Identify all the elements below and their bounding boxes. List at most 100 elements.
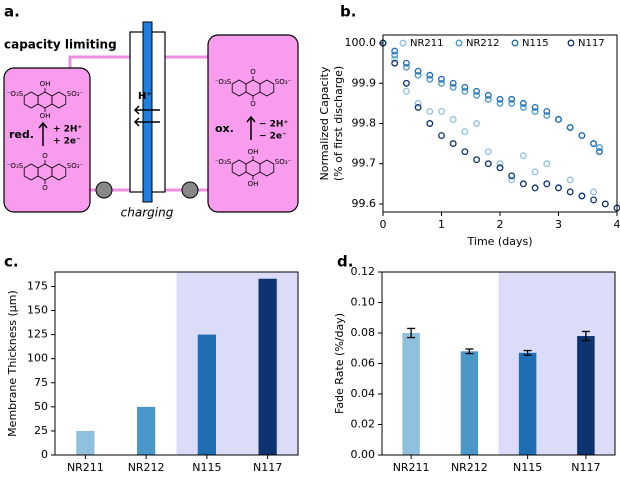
point [414, 71, 422, 79]
y-tick-label: 0.04 [351, 387, 376, 400]
point [508, 95, 516, 103]
atom-label: OH [248, 180, 259, 188]
point [590, 140, 598, 148]
legend-marker [567, 39, 575, 47]
point [484, 95, 492, 103]
point [596, 144, 603, 152]
x-tick-label: N115 [513, 461, 542, 474]
diagram: a. capacity limiting red. + 2H⁺ + 2e [3, 3, 299, 220]
panel-label: d. [337, 253, 353, 271]
point [461, 87, 469, 95]
bar [76, 430, 95, 455]
y-tick-label: 0 [41, 448, 48, 461]
point [519, 103, 527, 111]
shaded-region [176, 272, 298, 455]
y-axis-label: Normalized Capacity [318, 66, 331, 180]
point [531, 103, 539, 111]
bar [460, 351, 479, 455]
point [391, 55, 399, 63]
point [519, 152, 527, 160]
x-tick-label: NR211 [393, 461, 430, 474]
point [449, 79, 457, 87]
bar [137, 406, 156, 455]
point [426, 120, 434, 127]
arrow-head [133, 105, 140, 115]
point [508, 172, 516, 180]
y-axis-label: Fade Rate (%/day) [333, 313, 346, 414]
chart: d. 0.00 0.02 0.04 0.06 0.08 0.10 0.12 Fade Rate … [333, 253, 616, 474]
y-tick-label: 0.00 [351, 448, 376, 461]
y-tick-label: 125 [27, 328, 48, 341]
point [391, 47, 399, 55]
y-tick-label: 99.9 [352, 76, 377, 89]
point [438, 75, 445, 83]
y-tick-label: 75 [34, 376, 48, 389]
bar [402, 333, 420, 455]
y-tick-label: 100 [27, 352, 48, 365]
axes-frame [382, 34, 618, 213]
membrane-label: H⁺ [138, 91, 152, 102]
point [519, 180, 527, 188]
y-axis-label: Membrane Thickness (µm) [6, 290, 19, 437]
chart: b. 99.6 99.7 99.8 99.9 100.0 Normalized Capaci… [318, 3, 620, 248]
point [519, 99, 527, 107]
panel-label: c. [4, 253, 19, 271]
y-tick-label: 99.6 [352, 197, 377, 210]
bar [258, 278, 277, 455]
x-tick-label: N115 [192, 461, 221, 474]
atom-label: SO₃⁻ [67, 90, 84, 98]
point [596, 148, 603, 156]
point [566, 188, 574, 196]
atom-label: ⁻O₃S [215, 78, 232, 86]
ring [51, 91, 67, 109]
point [543, 107, 551, 115]
ring [259, 79, 275, 97]
point [484, 91, 492, 99]
point [391, 59, 399, 67]
ring [51, 163, 67, 181]
x-tick-label: NR212 [451, 461, 488, 474]
atom-label: ⁻O₃S [7, 90, 24, 98]
point [531, 168, 539, 176]
legend-marker [455, 39, 463, 47]
point [601, 200, 609, 208]
point [473, 156, 481, 164]
point [590, 196, 598, 204]
y-tick-label: 50 [34, 400, 48, 413]
reaction-line: + 2e⁻ [53, 137, 81, 147]
axes-frame [381, 271, 616, 456]
point [496, 164, 504, 172]
atom-label: O [250, 100, 256, 108]
arrow-head [133, 117, 140, 127]
point [496, 99, 504, 107]
posolyte-tank [207, 34, 299, 213]
bar [197, 334, 216, 455]
point [402, 59, 410, 67]
structures: OH OH ⁻O₃S SO₃⁻ O O ⁻O₃S SO₃⁻ O O ⁻O₃S SO₃⁻ OH OH ⁻O₃S… [7, 68, 292, 192]
pump [181, 181, 199, 199]
point [402, 79, 410, 87]
y-axis-label: (% of first discharge) [332, 66, 345, 181]
x-tick-label: 0 [380, 218, 387, 231]
point [461, 83, 469, 91]
diagram-title: capacity limiting [4, 38, 117, 52]
y-tick-label: 0.08 [351, 326, 376, 339]
point [543, 112, 551, 119]
atom-label: O [42, 184, 48, 192]
point [496, 160, 504, 168]
point [473, 120, 481, 127]
atom-label: ⁻O₃S [215, 158, 232, 166]
point [461, 128, 469, 135]
y-tick-label: 25 [34, 424, 48, 437]
point [508, 176, 516, 184]
x-tick-label: NR212 [128, 461, 165, 474]
point [402, 63, 410, 71]
atom-label: ⁻O₃S [7, 162, 24, 170]
atom-label: OH [248, 148, 259, 156]
chart: c. 0 25 50 75 100 125 150 175 Membrane Thickness … [4, 253, 299, 474]
y-tick-label: 150 [27, 304, 48, 317]
pipe [68, 55, 130, 70]
point [496, 95, 504, 103]
point [473, 91, 481, 99]
